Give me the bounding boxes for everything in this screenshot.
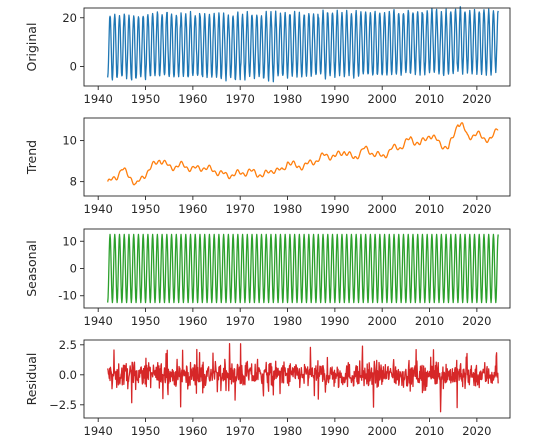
y-tick-label: 20 [62,11,77,25]
x-tick-label: 2010 [415,202,444,216]
panel-residual: 1940 1950 1960 1970 1980 1990 2000 2010 2020 −2.5… [24,338,511,438]
x-tick-label: 1950 [131,92,160,106]
x-tick-label: 2010 [415,314,444,328]
x-tick-label: 2010 [415,424,444,438]
y-tick-label: 2.5 [59,338,77,352]
x-tick-label: 1980 [273,92,302,106]
x-tick-label: 2000 [368,92,397,106]
x-tick-label: 1970 [226,314,255,328]
y-tick-label: 10 [62,234,77,248]
x-tick-label: 1990 [320,424,349,438]
x-tick-label: 1960 [178,202,207,216]
axes-frame [83,339,511,419]
x-tick-label: 1990 [320,92,349,106]
x-tick-label: 1950 [131,424,160,438]
y-tick-label: 8 [70,175,77,189]
x-tick-label: 2020 [462,92,491,106]
x-tick-label: 2010 [415,92,444,106]
x-tick-label: 1980 [273,202,302,216]
x-tick-label: 2000 [368,424,397,438]
x-tick-label: 2020 [462,424,491,438]
y-axis-label: Residual [24,353,39,406]
original-series-line [107,6,499,83]
x-tick-label: 1940 [84,424,113,438]
y-tick-label: -10 [58,289,77,303]
y-axis-label: Trend [24,140,39,175]
x-tick-label: 1970 [226,202,255,216]
panel-seasonal: 1940 1950 1960 1970 1980 1990 2000 2010 2020 -10 0… [24,228,511,328]
x-tick-label: 1960 [178,314,207,328]
x-tick-label: 1970 [226,92,255,106]
y-tick-label: 10 [62,134,77,148]
panel-original: 1940 1950 1960 1970 1980 1990 2000 2010 2020 0 20 O… [24,6,511,106]
x-tick-label: 1980 [273,424,302,438]
x-tick-label: 1940 [84,314,113,328]
axes-frame [83,7,511,87]
x-tick-label: 2020 [462,314,491,328]
x-tick-label: 2000 [368,314,397,328]
trend-series-line [107,122,499,186]
x-tick-label: 1980 [273,314,302,328]
x-tick-label: 1990 [320,202,349,216]
x-tick-label: 1990 [320,314,349,328]
seasonal-series-line [107,233,499,304]
axes-frame [83,117,511,197]
y-tick-label: 0 [70,60,77,74]
x-tick-label: 1950 [131,202,160,216]
panel-trend: 1940 1950 1960 1970 1980 1990 2000 2010 2020 8 10 T… [24,117,511,216]
y-axis-label: Seasonal [24,240,39,297]
x-tick-label: 1970 [226,424,255,438]
x-tick-label: 1940 [84,202,113,216]
x-tick-label: 1940 [84,92,113,106]
y-tick-label: −2.5 [49,398,77,412]
x-tick-label: 1950 [131,314,160,328]
x-tick-label: 2020 [462,202,491,216]
x-tick-label: 1960 [178,424,207,438]
y-axis-label: Original [24,23,39,72]
y-tick-label: 0.0 [59,368,77,382]
y-tick-label: 0 [70,262,77,276]
x-tick-label: 1960 [178,92,207,106]
x-tick-label: 2000 [368,202,397,216]
residual-series-line [107,342,499,413]
